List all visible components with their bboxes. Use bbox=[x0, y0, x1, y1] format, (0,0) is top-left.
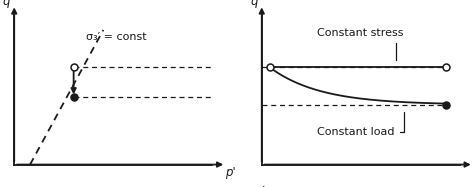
Text: Constant load: Constant load bbox=[317, 112, 404, 137]
Text: p': p' bbox=[225, 165, 236, 179]
Text: a.: a. bbox=[14, 186, 26, 187]
Text: b.: b. bbox=[262, 186, 273, 187]
Text: q: q bbox=[250, 0, 257, 8]
Text: σ₃′ = const: σ₃′ = const bbox=[85, 32, 146, 42]
Text: q: q bbox=[2, 0, 10, 8]
Text: Constant stress: Constant stress bbox=[317, 28, 404, 60]
